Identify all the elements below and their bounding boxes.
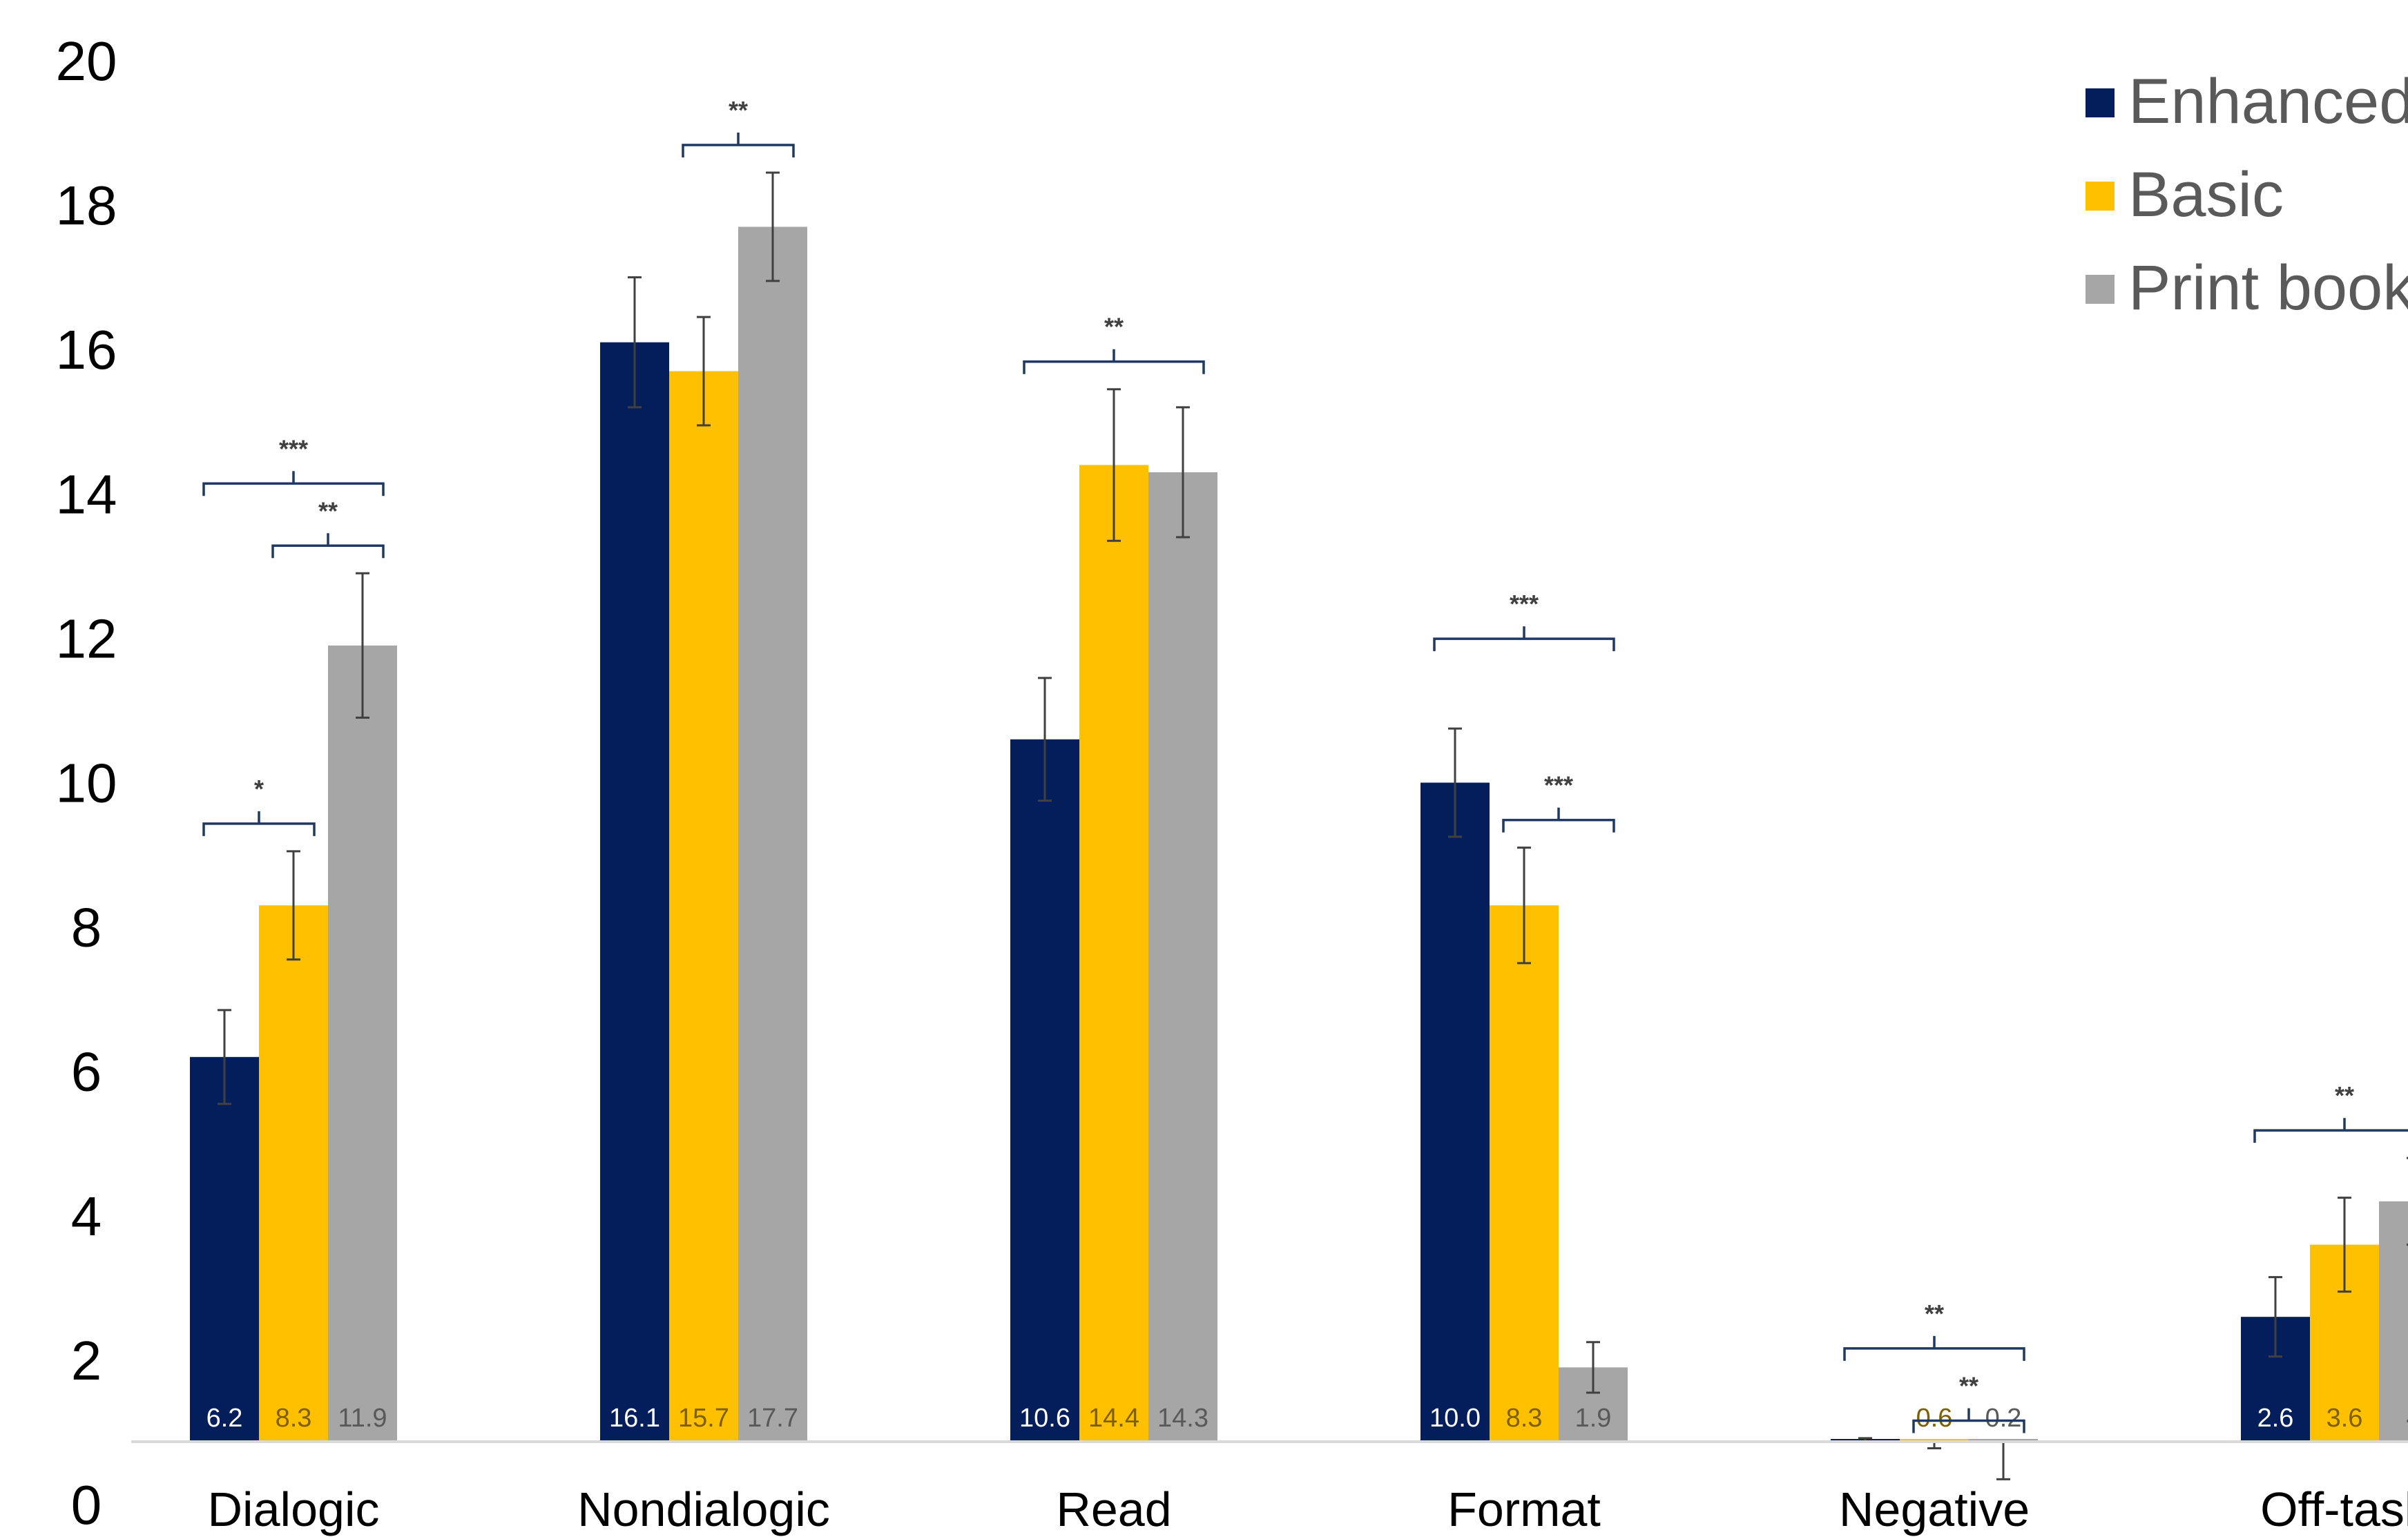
bar-enhanced: [190, 1056, 259, 1442]
bar-print-book: [328, 645, 397, 1442]
significance-stars: *: [254, 775, 264, 803]
bar-print-book: [738, 226, 807, 1442]
x-category-label: Format: [1447, 1482, 1601, 1536]
y-tick-label: 20: [56, 30, 117, 92]
significance-brackets: **********************: [202, 96, 2408, 1433]
data-label: 8.3: [276, 1404, 312, 1433]
data-label: 15.7: [678, 1404, 729, 1433]
bar-enhanced: [1420, 782, 1490, 1442]
significance-bracket: [1843, 1335, 2025, 1361]
significance-stars: ***: [1510, 590, 1539, 618]
data-label: 6.2: [206, 1404, 243, 1433]
significance-bracket: [271, 533, 385, 559]
significance-stars: **: [318, 496, 338, 525]
value-labels: 6.2 16.1 10.6 10.0 0.7 2.6 8.3 15.7 14.4 8.3 0.6 3.…: [206, 1404, 2408, 1433]
data-label: 8.3: [1506, 1404, 1543, 1433]
data-label: 0.6: [1916, 1404, 1953, 1433]
y-tick-label: 16: [56, 319, 117, 380]
x-category-label: Negative: [1839, 1482, 2030, 1536]
data-label: 0.2: [1985, 1404, 2022, 1433]
legend-swatch: [2086, 88, 2115, 117]
bar-print-book: [2379, 1201, 2408, 1442]
data-label: 0.7: [1847, 1404, 1884, 1433]
bars: [190, 226, 2408, 1442]
y-tick-label: 14: [56, 463, 117, 525]
bar-enhanced: [600, 342, 669, 1442]
significance-bracket: [202, 471, 385, 496]
y-axis: 0 2 4 6 8 10 12 14 16 18 20: [56, 30, 117, 1536]
y-tick-label: 10: [56, 753, 117, 814]
data-label: 10.0: [1429, 1404, 1481, 1433]
significance-bracket: [1433, 626, 1615, 652]
error-bars: [218, 171, 2408, 1480]
x-category-label: Dialogic: [208, 1482, 380, 1536]
legend-swatch: [2086, 275, 2115, 304]
x-category-label: Off-task: [2260, 1482, 2408, 1536]
significance-stars: ***: [279, 434, 308, 463]
x-category-label: Read: [1056, 1482, 1171, 1536]
significance-bracket: [1502, 807, 1615, 833]
legend-label: Enhanced: [2128, 66, 2408, 137]
data-label: 14.4: [1088, 1404, 1139, 1433]
significance-bracket: [682, 133, 795, 158]
significance-bracket: [2253, 1118, 2408, 1143]
significance-stars: **: [1104, 313, 1124, 341]
data-label: 10.6: [1019, 1404, 1070, 1433]
bar-basic: [1079, 465, 1148, 1442]
y-tick-label: 6: [71, 1041, 102, 1103]
significance-bracket: [1023, 349, 1205, 374]
significance-stars: **: [1959, 1371, 1978, 1400]
y-tick-label: 8: [71, 897, 102, 958]
data-label: 16.1: [609, 1404, 660, 1433]
data-label: 11.9: [338, 1404, 387, 1433]
legend-label: Print book: [2128, 253, 2408, 323]
data-label: 14.3: [1157, 1404, 1208, 1433]
data-label: 4: [2406, 1404, 2408, 1433]
x-category-label: Nondialogic: [577, 1482, 830, 1536]
significance-stars: ***: [1544, 771, 1573, 800]
legend: Enhanced Basic Print book: [2086, 66, 2408, 323]
y-tick-label: 4: [71, 1186, 102, 1247]
bar-basic: [1490, 905, 1559, 1442]
bar-basic: [259, 905, 328, 1442]
significance-stars: **: [1925, 1299, 1944, 1328]
y-tick-label: 12: [56, 608, 117, 669]
data-label: 1.9: [1575, 1404, 1612, 1433]
x-axis: Dialogic Nondialogic Read Format Negative Off…: [208, 1482, 2408, 1536]
y-tick-label: 18: [56, 175, 117, 236]
y-tick-label: 2: [71, 1330, 102, 1391]
y-tick-label: 0: [71, 1474, 102, 1536]
bar-basic: [669, 371, 738, 1442]
significance-bracket: [202, 811, 316, 836]
legend-swatch: [2086, 182, 2115, 211]
legend-label: Basic: [2128, 160, 2284, 230]
significance-stars: **: [729, 96, 748, 124]
data-label: 17.7: [747, 1404, 798, 1433]
data-label: 2.6: [2257, 1404, 2294, 1433]
bar-enhanced: [1010, 739, 1079, 1442]
significance-stars: **: [2335, 1081, 2354, 1110]
bar-print-book: [1148, 472, 1217, 1442]
significance-bracket: [1912, 1408, 2025, 1433]
data-label: 3.6: [2327, 1404, 2363, 1433]
